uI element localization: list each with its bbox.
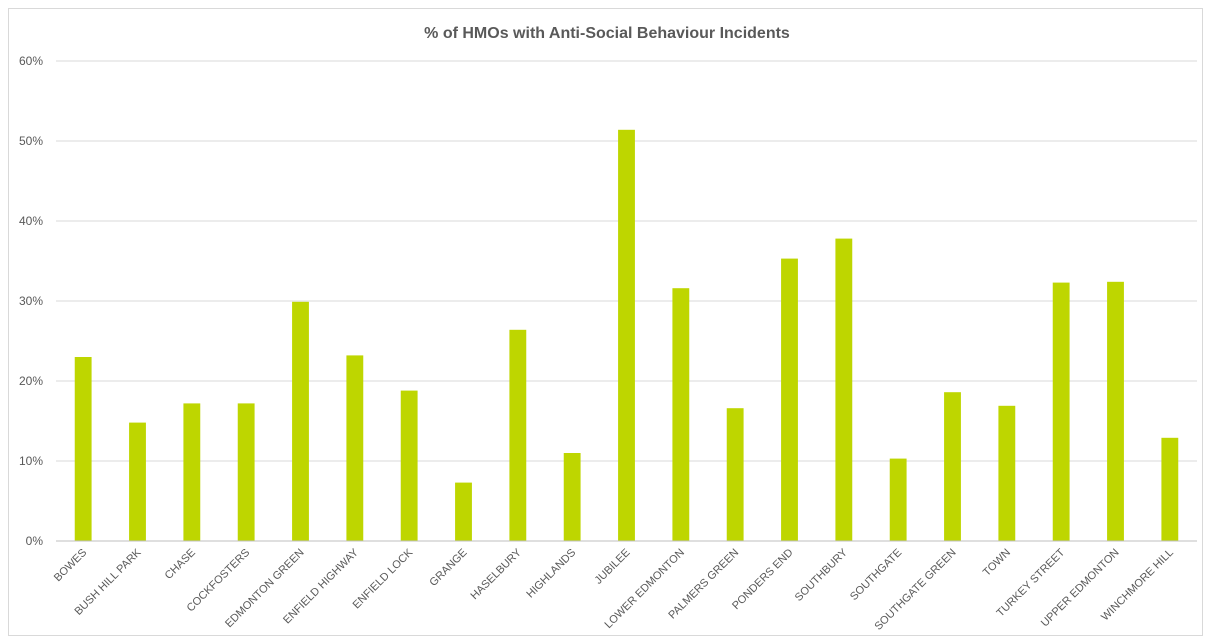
x-tick-label: HASELBURY: [468, 546, 524, 602]
x-tick-label: JUBILEE: [593, 547, 633, 587]
chart-frame: % of HMOs with Anti-Social Behaviour Inc…: [8, 8, 1203, 636]
bar-edmonton-green: [292, 301, 309, 541]
x-tick-label: CHASE: [163, 547, 198, 582]
bar-winchmore-hill: [1161, 437, 1179, 541]
bar-chase: [183, 403, 201, 541]
bar-bush-hill-park: [129, 422, 146, 541]
bar-cockfosters: [237, 403, 255, 541]
bar-haselbury: [509, 329, 527, 541]
x-tick-label: ENFIELD LOCK: [351, 546, 416, 611]
bar-town: [998, 405, 1016, 541]
bar-turkey-street: [1052, 282, 1070, 541]
bar-southgate: [889, 458, 907, 541]
bar-palmers-green: [726, 408, 744, 541]
y-tick-label: 40%: [19, 214, 43, 228]
y-axis-tick-labels: 0% 10% 20% 30% 40% 50% 60%: [19, 54, 43, 548]
x-tick-label: GRANGE: [427, 547, 469, 589]
y-tick-label: 20%: [19, 374, 43, 388]
bar-enfield-lock: [400, 390, 418, 541]
y-tick-label: 60%: [19, 54, 43, 68]
x-tick-label: HIGHLANDS: [524, 547, 578, 601]
bar-upper-edmonton: [1107, 281, 1124, 541]
x-tick-label: TOWN: [981, 547, 1013, 579]
y-tick-label: 50%: [19, 134, 43, 148]
bar-bowes: [74, 357, 92, 541]
bars: [74, 129, 1179, 542]
bar-southgate-green: [944, 392, 961, 541]
chart-title: % of HMOs with Anti-Social Behaviour Inc…: [424, 25, 790, 42]
y-tick-label: 0%: [26, 534, 44, 548]
x-tick-label: SOUTHBURY: [793, 546, 851, 604]
bar-ponders-end: [781, 258, 798, 541]
bar-enfield-highway: [346, 355, 364, 541]
x-tick-label: SOUTHGATE: [848, 547, 904, 603]
bar-chart: % of HMOs with Anti-Social Behaviour Inc…: [19, 25, 1197, 633]
bar-lower-edmonton: [672, 288, 690, 541]
bar-highlands: [563, 453, 581, 541]
y-tick-label: 30%: [19, 294, 43, 308]
bar-southbury: [835, 238, 853, 541]
y-tick-label: 10%: [19, 454, 43, 468]
bar-grange: [455, 482, 472, 541]
x-tick-label: BOWES: [52, 547, 89, 584]
bar-jubilee: [618, 129, 635, 542]
